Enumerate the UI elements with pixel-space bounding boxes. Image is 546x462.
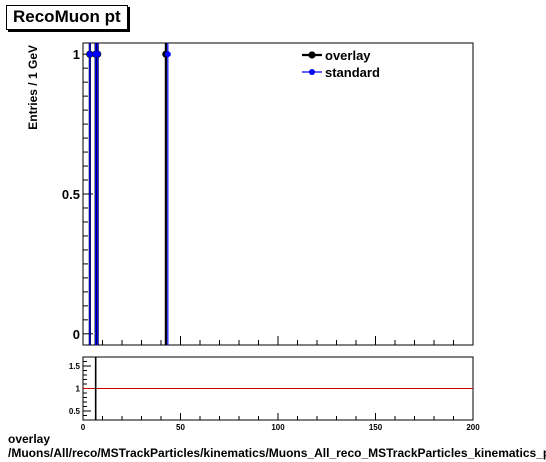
footer: overlay /Muons/All/reco/MSTrackParticles… [8, 432, 546, 460]
y-tick-label: 0.5 [62, 187, 80, 202]
footer-label: overlay [8, 432, 51, 446]
ratio-y-tick-label: 0.5 [69, 407, 81, 416]
ratio-x-tick-label: 0 [81, 423, 86, 432]
ratio-y-tick-label: 1 [76, 385, 81, 394]
data-point-standard [164, 51, 171, 58]
ratio-plot: 0 50 100 150 200 0.5 1 1.5 RecoMuon Transverse M… [69, 356, 480, 432]
ratio-x-tick-label: 200 [466, 423, 480, 432]
ratio-x-tick-label: 50 [176, 423, 185, 432]
legend-marker-overlay [308, 51, 316, 59]
legend-label-standard: standard [325, 65, 380, 80]
y-tick-label: 1 [73, 47, 80, 62]
ratio-x-tick-label: 100 [271, 423, 285, 432]
ratio-x-tick-label: 150 [369, 423, 383, 432]
ratio-y-tick-label: 1.5 [69, 362, 81, 371]
data-point-standard [86, 51, 93, 58]
plot-frame [82, 42, 474, 346]
main-plot: 0 0.5 1 Entries / 1 GeV overlay standard [26, 42, 474, 346]
chart-title: RecoMuon pt [6, 5, 128, 30]
footer-path: /Muons/All/reco/MSTrackParticles/kinemat… [8, 446, 546, 460]
x-axis-label: RecoMuon Transverse Momentum (GeV) [319, 431, 473, 432]
legend-marker-standard [309, 69, 315, 75]
legend-label-overlay: overlay [325, 48, 371, 63]
data-point-standard [94, 51, 101, 58]
y-axis-label: Entries / 1 GeV [26, 45, 40, 130]
y-tick-label: 0 [73, 327, 80, 342]
